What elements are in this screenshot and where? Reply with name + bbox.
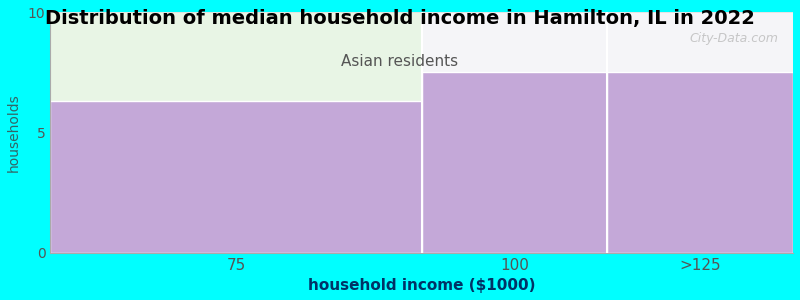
Bar bbox=[422, 12, 793, 253]
Bar bbox=[422, 73, 607, 253]
Text: Distribution of median household income in Hamilton, IL in 2022: Distribution of median household income … bbox=[45, 9, 755, 28]
X-axis label: household income ($1000): household income ($1000) bbox=[308, 278, 535, 293]
Bar bbox=[607, 73, 793, 253]
Y-axis label: households: households bbox=[7, 93, 21, 172]
Bar bbox=[50, 101, 422, 253]
Text: Asian residents: Asian residents bbox=[342, 54, 458, 69]
Text: City-Data.com: City-Data.com bbox=[690, 32, 778, 45]
Bar bbox=[50, 12, 422, 253]
